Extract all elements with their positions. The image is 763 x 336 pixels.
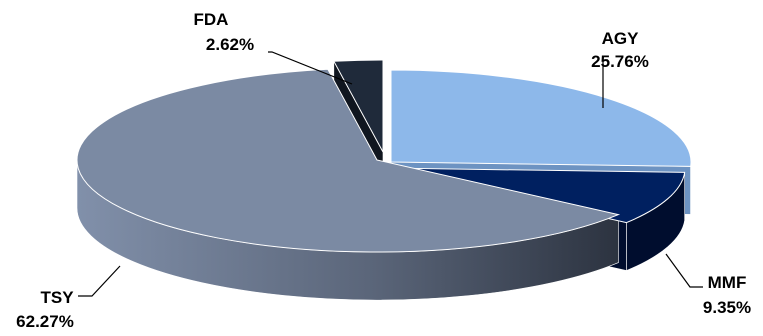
leader-line-mmf bbox=[665, 253, 703, 288]
slice-label-fda: FDA bbox=[194, 10, 229, 29]
pie-slice-fda bbox=[333, 59, 384, 153]
slice-value-mmf: 9.35% bbox=[703, 298, 751, 317]
slice-label-agy: AGY bbox=[602, 29, 640, 48]
leader-line-fda bbox=[268, 51, 353, 85]
leader-line-agy bbox=[602, 59, 608, 108]
slice-value-fda: 2.62% bbox=[206, 35, 254, 54]
slice-label-mmf: MMF bbox=[708, 273, 747, 292]
pie-slice-tsy bbox=[76, 68, 621, 253]
slice-label-tsy: TSY bbox=[40, 288, 74, 307]
slice-value-agy: 25.76% bbox=[591, 52, 649, 71]
leader-line-tsy bbox=[78, 265, 121, 297]
pie-slice-agy bbox=[390, 69, 692, 167]
slice-value-tsy: 62.27% bbox=[16, 312, 74, 331]
